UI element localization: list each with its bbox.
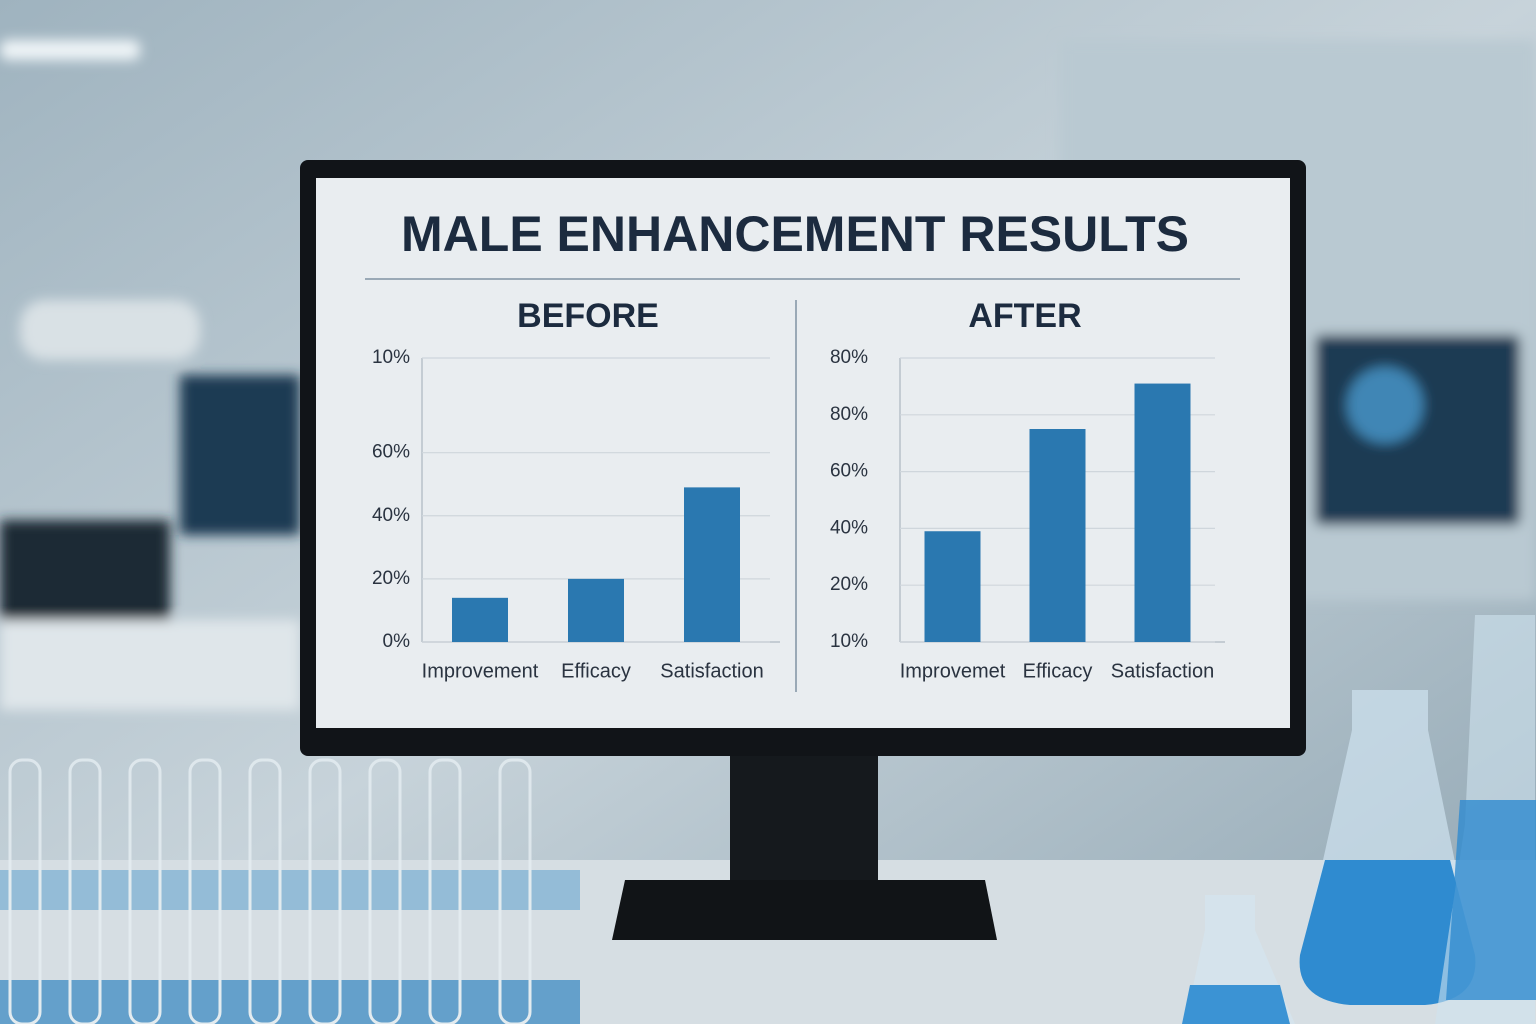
x-tick-label: Improvement <box>422 660 539 682</box>
y-tick-label: 10% <box>830 631 868 652</box>
y-tick-label: 10% <box>372 347 410 368</box>
y-tick-label: 60% <box>372 442 410 463</box>
y-tick-label: 0% <box>383 631 411 652</box>
y-tick-label: 40% <box>372 505 410 526</box>
bar <box>452 597 508 642</box>
bar <box>1134 383 1191 642</box>
x-tick-label: Improvemet <box>900 660 1006 682</box>
x-tick-label: Efficacy <box>1023 660 1093 682</box>
y-tick-label: 80% <box>830 404 868 425</box>
y-tick-label: 40% <box>830 517 868 538</box>
bar <box>568 578 624 642</box>
x-tick-label: Satisfaction <box>1111 660 1214 682</box>
chart-title: BEFORE <box>517 297 659 335</box>
chart-title: AFTER <box>968 297 1081 335</box>
y-tick-label: 80% <box>830 347 868 368</box>
test-tubes <box>0 758 580 1024</box>
bar <box>924 531 981 642</box>
bar <box>1029 429 1086 642</box>
y-tick-label: 20% <box>372 568 410 589</box>
monitor-stand <box>612 756 997 940</box>
x-tick-label: Satisfaction <box>660 660 763 682</box>
y-tick-label: 60% <box>830 461 868 482</box>
flasks <box>1182 615 1536 1024</box>
y-tick-label: 20% <box>830 574 868 595</box>
x-tick-label: Efficacy <box>561 660 631 682</box>
bar <box>684 487 740 642</box>
main-title: MALE ENHANCEMENT RESULTS <box>401 206 1189 262</box>
